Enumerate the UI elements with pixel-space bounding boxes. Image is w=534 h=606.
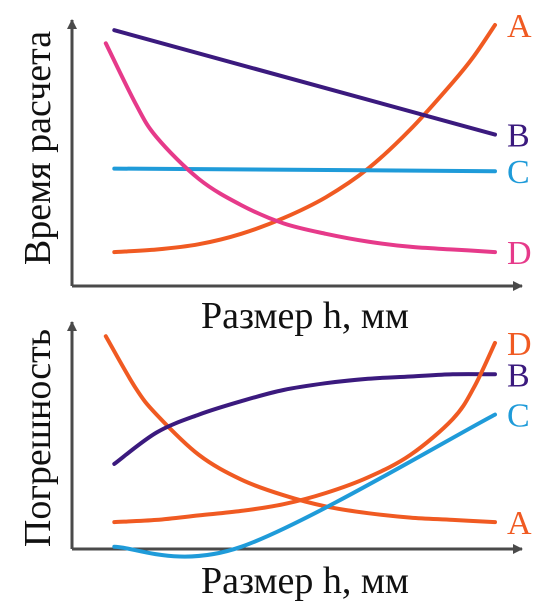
top-series-d-line (103, 41, 497, 255)
bottom-series-a-line (103, 334, 497, 525)
bottom-series-a-label: A (507, 505, 532, 542)
top-y-axis-label: Время расчета (17, 31, 59, 265)
top-x-axis-label: Размер h, мм (201, 295, 409, 337)
chart-bottom: A BCD Размер h, мм Погрешность (17, 321, 532, 602)
bottom-x-axis-label: Размер h, мм (201, 560, 409, 601)
top-series-group (103, 23, 497, 255)
bottom-series-group (103, 334, 497, 559)
chart-top: A BC D Размер h, мм Время расчета (17, 8, 532, 337)
bottom-series-b-label: B (507, 357, 530, 394)
bottom-series-d-label: D (507, 326, 532, 363)
top-series-b-line (112, 28, 497, 137)
bottom-series-labels: A BCD (507, 326, 532, 542)
top-series-labels: A BC D (507, 8, 532, 272)
bottom-series-c-line (112, 412, 497, 559)
top-series-a-label: A (507, 8, 532, 45)
bottom-y-axis-label: Погрешность (17, 329, 59, 547)
top-series-a-line (112, 23, 497, 255)
bottom-series-c-label: C (507, 398, 530, 435)
top-series-b-label: B (507, 118, 530, 155)
top-series-c-label: C (507, 154, 530, 191)
bottom-series-b-line (112, 372, 497, 466)
top-series-c-line (112, 166, 497, 174)
top-series-d-label: D (507, 235, 532, 272)
bottom-series-d-line (112, 340, 497, 525)
